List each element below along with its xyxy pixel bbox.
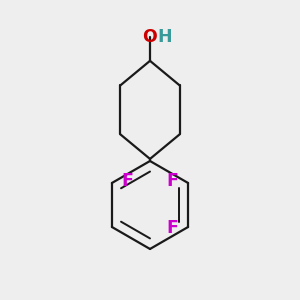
- Text: F: F: [122, 172, 133, 190]
- Text: H: H: [157, 28, 172, 46]
- Text: F: F: [167, 220, 178, 238]
- Text: O: O: [142, 28, 158, 46]
- Text: F: F: [167, 172, 178, 190]
